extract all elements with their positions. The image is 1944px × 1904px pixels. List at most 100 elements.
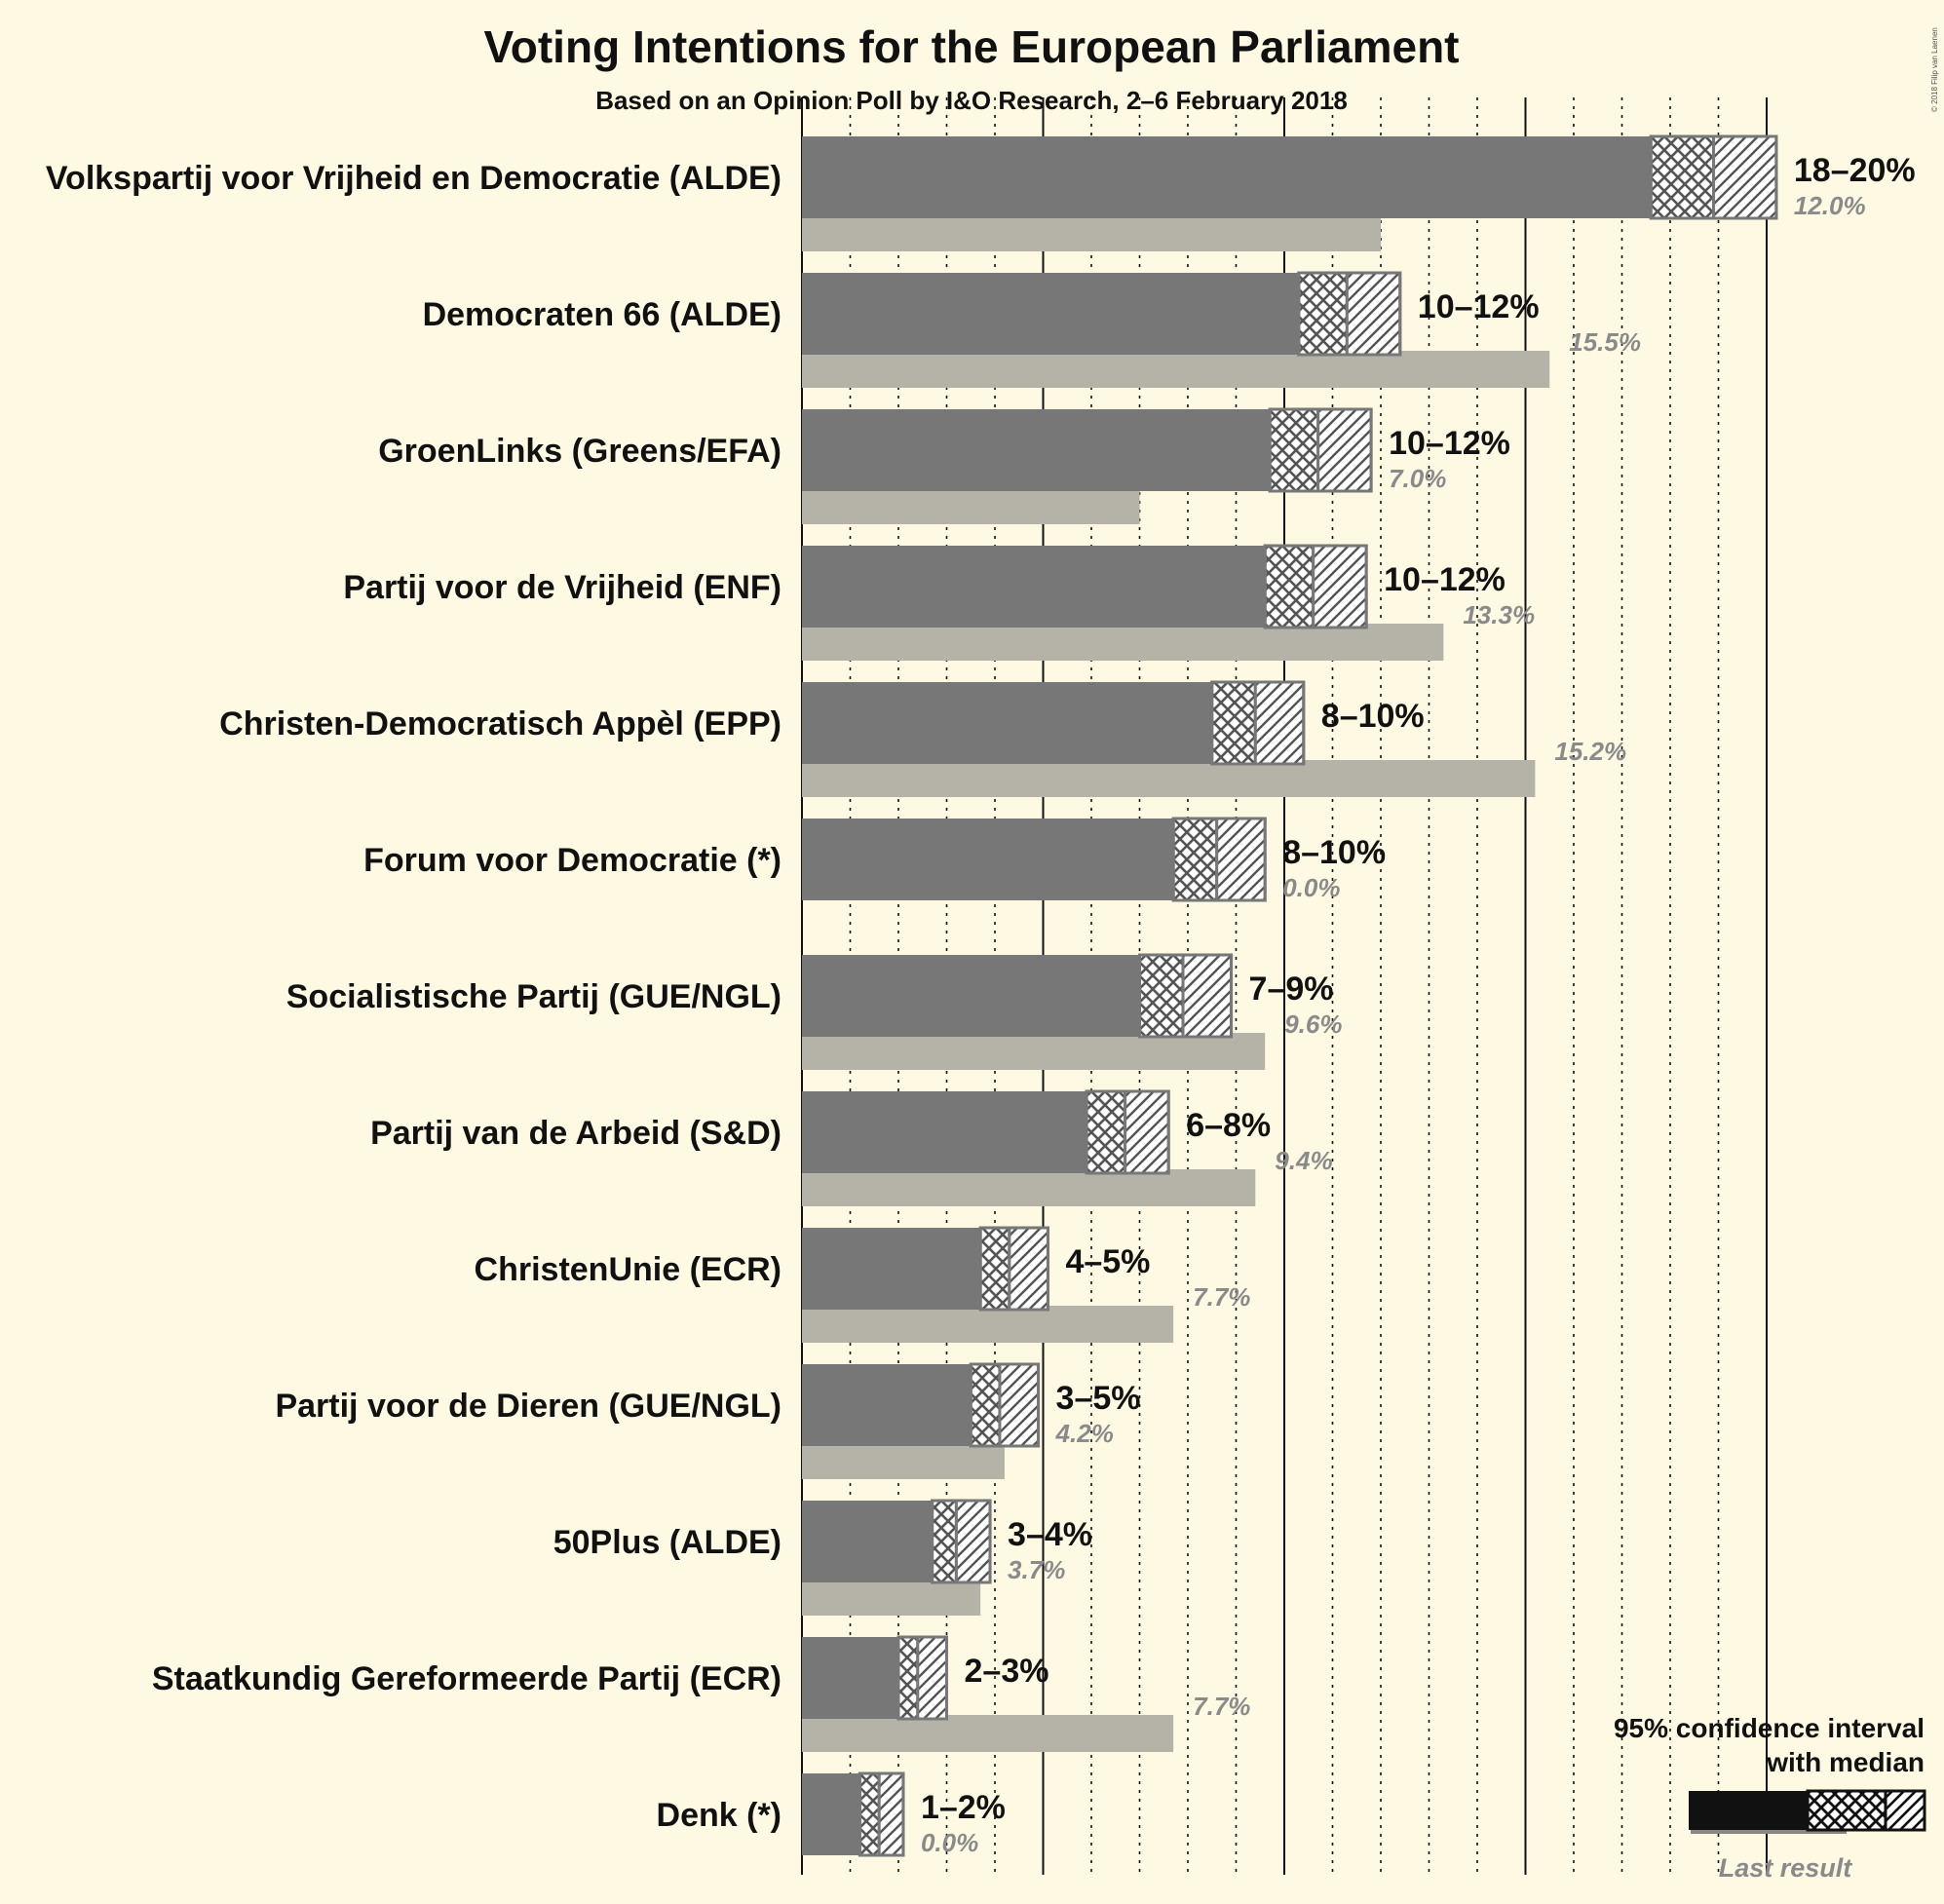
last-result-bar [802,1579,981,1616]
ci-solid-bar [802,682,1212,764]
legend-ci-label-line1: 95% confidence interval [1614,1713,1925,1743]
chart-title: Voting Intentions for the European Parli… [484,21,1460,72]
ci-upper-hatch [954,1499,992,1584]
range-label: 7–9% [1249,971,1334,1008]
last-result-bar [802,624,1444,661]
party-row: ChristenUnie (ECR) 4–5% 7.7% [475,1226,1250,1343]
last-result-bar [802,351,1550,388]
party-label: Democraten 66 (ALDE) [423,296,781,333]
last-result-label: 0.0% [1282,873,1340,902]
party-row: Partij van de Arbeid (S&D) 6–8%9.4% [370,1089,1333,1206]
party-label: Volkspartij voor Vrijheid en Democratie … [46,160,781,197]
last-result-bar [802,1033,1266,1070]
ci-lower-hatch [858,1771,881,1857]
party-label: Forum voor Democratie (*) [363,842,781,879]
ci-solid-bar [802,1091,1087,1173]
legend-ci-crosshatch [1806,1789,1887,1832]
range-label: 4–5% [1065,1243,1150,1280]
range-label: 8–10% [1282,834,1386,871]
ci-outline [1297,271,1402,357]
ci-solid-bar [802,409,1271,491]
ci-solid-bar [802,546,1266,628]
ci-solid-bar [802,1364,972,1446]
last-result-label: 12.0% [1794,191,1866,220]
ci-lower-hatch [1085,1089,1127,1175]
ci-upper-hatch [1181,953,1234,1039]
ci-solid-bar [802,136,1652,218]
ci-upper-hatch [998,1362,1041,1448]
ci-upper-hatch [877,1771,905,1857]
ci-lower-hatch [1138,953,1185,1039]
party-row: Forum voor Democratie (*) 8–10%0.0% [363,817,1386,902]
party-row: Partij voor de Vrijheid (ENF) 10–12%13.3% [343,544,1535,661]
ci-lower-hatch [1263,544,1315,629]
last-result-label: 13.3% [1463,600,1535,629]
party-label: Christen-Democratisch Appèl (EPP) [219,705,781,743]
ci-lower-hatch [1297,271,1349,357]
ci-outline [969,1362,1041,1448]
party-label: 50Plus (ALDE) [553,1524,781,1561]
legend-ci-diaghatch [1884,1789,1926,1832]
party-rows: Volkspartij voor Vrijheid en Democratie … [46,134,1916,1857]
range-label: 3–5% [1056,1380,1141,1417]
party-row: 50Plus (ALDE) 3–4%3.7% [553,1499,1092,1616]
last-result-bar [802,1442,1005,1479]
party-row: GroenLinks (Greens/EFA) 10–12%7.0% [378,407,1510,524]
legend: 95% confidence interval with median Last… [1614,1713,1926,1883]
ci-solid-bar [802,1228,981,1310]
party-label: GroenLinks (Greens/EFA) [378,433,781,470]
ci-solid-bar [802,1773,860,1855]
last-result-label: 3.7% [1008,1555,1065,1584]
party-label: Socialistische Partij (GUE/NGL) [286,978,781,1015]
ci-solid-bar [802,955,1140,1037]
party-label: Partij voor de Vrijheid (ENF) [343,569,781,606]
range-label: 10–12% [1418,288,1540,325]
party-row: Christen-Democratisch Appèl (EPP) 8–10% 15… [219,680,1626,797]
range-label: 10–12% [1384,561,1506,598]
ci-lower-hatch [978,1226,1011,1312]
ci-outline [978,1226,1049,1312]
ci-upper-hatch [1124,1089,1170,1175]
ci-outline [1210,680,1306,766]
ci-lower-hatch [1210,680,1257,766]
ci-upper-hatch [1316,407,1373,493]
ci-lower-hatch [1649,134,1716,220]
ci-lower-hatch [1268,407,1320,493]
ci-outline [931,1499,992,1584]
last-result-label: 9.4% [1275,1146,1332,1175]
party-row: Volkspartij voor Vrijheid en Democratie … [46,134,1916,251]
ci-upper-hatch [1712,134,1778,220]
ci-lower-hatch [931,1499,958,1584]
ci-solid-bar [802,1637,898,1719]
party-label: ChristenUnie (ECR) [475,1251,781,1288]
party-row: Partij voor de Dieren (GUE/NGL) 3–5%4.2% [275,1362,1141,1479]
ci-upper-hatch [1312,544,1368,629]
ci-lower-hatch [896,1635,920,1721]
ci-outline [1171,817,1267,902]
last-result-label: 4.2% [1055,1419,1114,1448]
last-result-label: 0.0% [921,1828,978,1857]
last-result-label: 7.7% [1193,1692,1250,1721]
ci-upper-hatch [916,1635,948,1721]
range-label: 2–3% [965,1653,1049,1690]
ci-upper-hatch [1253,680,1306,766]
last-result-bar [802,1306,1174,1343]
ci-lower-hatch [969,1362,1002,1448]
range-label: 10–12% [1389,425,1510,462]
legend-ci-label-line2: with median [1766,1747,1925,1777]
copyright-note: © 2018 Filip van Laenen [1930,27,1939,112]
party-row: Socialistische Partij (GUE/NGL) 7–9%9.6% [286,953,1342,1070]
party-label: Partij van de Arbeid (S&D) [370,1115,781,1152]
ci-outline [1268,407,1373,493]
range-label: 1–2% [921,1789,1006,1826]
ci-upper-hatch [1345,271,1402,357]
range-label: 6–8% [1186,1107,1271,1144]
ci-outline [1138,953,1234,1039]
party-label: Denk (*) [657,1797,781,1834]
party-label: Partij voor de Dieren (GUE/NGL) [275,1388,781,1425]
party-row: Staatkundig Gereformeerde Partij (ECR) 2–… [152,1635,1250,1752]
ci-upper-hatch [1008,1226,1049,1312]
range-label: 18–20% [1794,152,1916,189]
ci-lower-hatch [1171,817,1219,902]
